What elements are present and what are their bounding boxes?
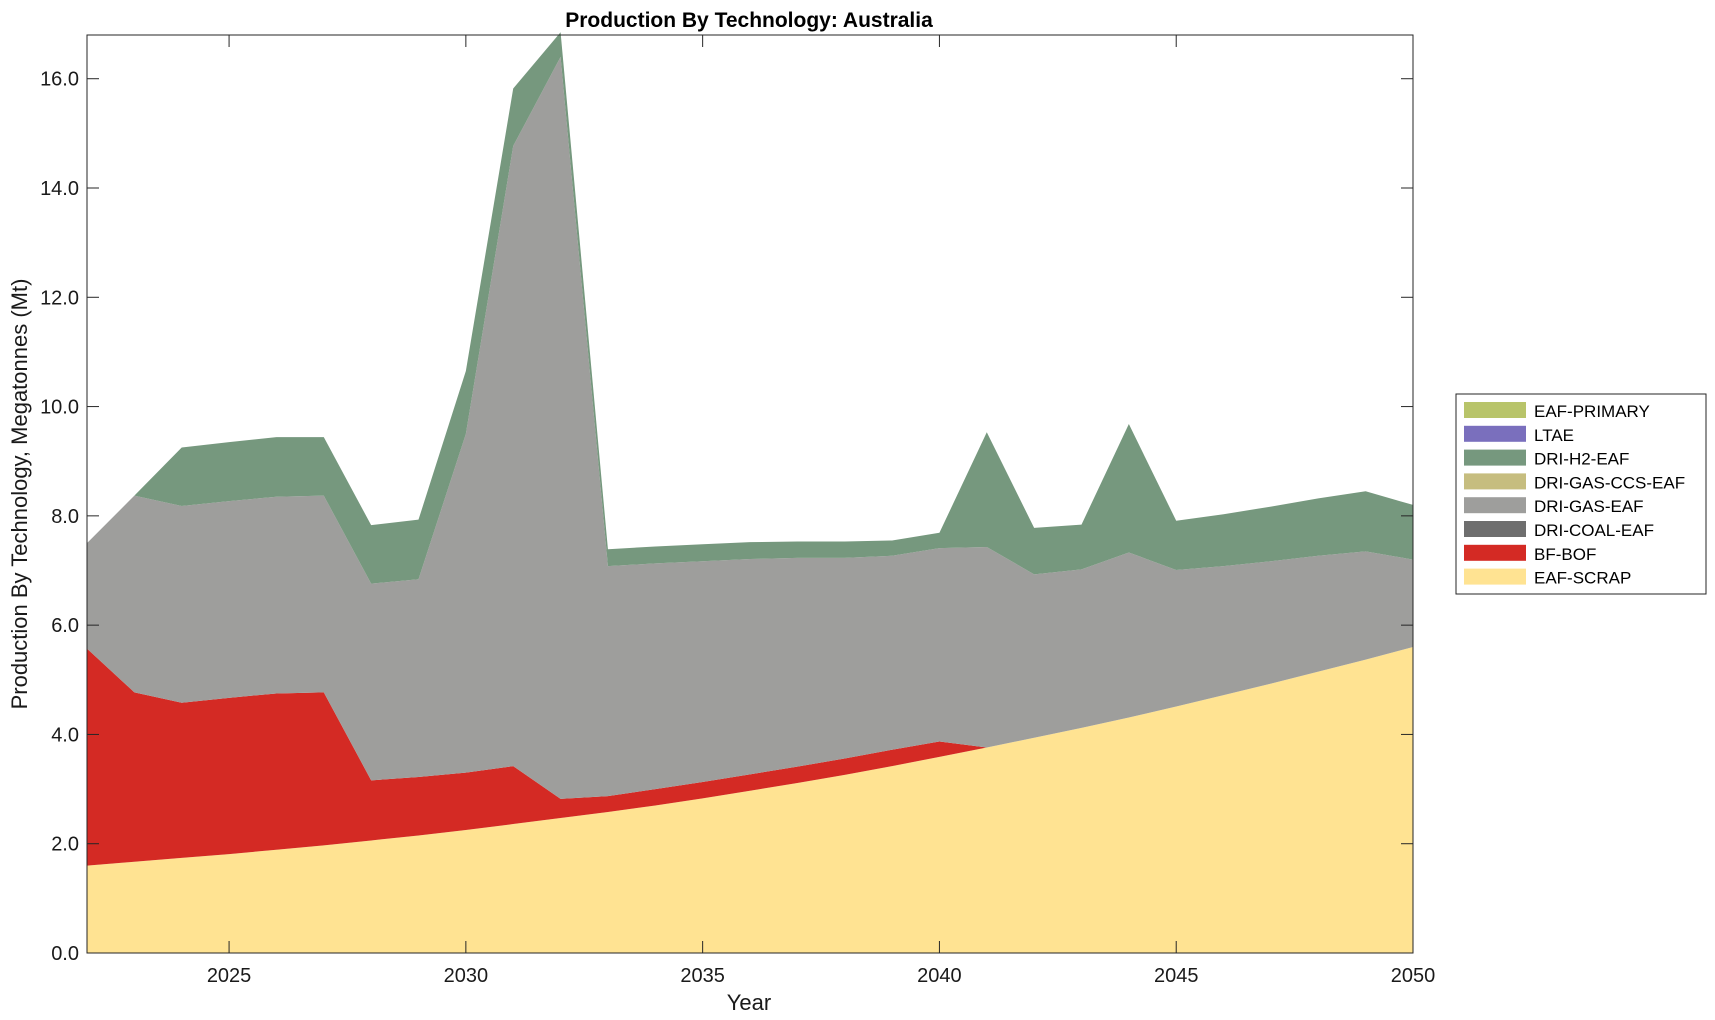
x-tick-label: 2050 (1391, 965, 1436, 987)
y-tick-label: 4.0 (51, 724, 79, 746)
y-tick-label: 12.0 (40, 287, 79, 309)
legend-swatch (1464, 402, 1526, 418)
plot-frame (86, 34, 1414, 954)
plot-area (87, 32, 1413, 953)
x-tick-label: 2045 (1154, 965, 1199, 987)
legend-label: DRI-GAS-CCS-EAF (1534, 473, 1685, 492)
legend-label: LTAE (1534, 426, 1574, 445)
x-axis-title: Year (727, 990, 771, 1015)
chart-title: Production By Technology: Australia (565, 9, 933, 32)
legend-swatch (1464, 568, 1526, 585)
x-tick-label: 2035 (680, 965, 725, 987)
x-tick-label: 2040 (917, 965, 962, 987)
legend: EAF-PRIMARY LTAE DRI-H2-EAF DRI-GAS-CCS-EAF… (1455, 393, 1707, 595)
legend-swatch (1464, 521, 1526, 537)
y-axis-title: Production By Technology, Megatonnes (Mt… (7, 279, 32, 710)
legend-label: DRI-H2-EAF (1534, 450, 1629, 469)
legend-swatch (1464, 497, 1526, 514)
x-tick-label: 2025 (207, 965, 252, 987)
legend-swatch (1464, 449, 1526, 466)
y-tick-label: 10.0 (40, 397, 79, 419)
legend-label: DRI-COAL-EAF (1534, 521, 1654, 540)
legend-swatch (1464, 425, 1526, 442)
area-series-5 (87, 32, 1413, 584)
area-series-1 (87, 647, 1413, 866)
legend-label: BF-BOF (1534, 545, 1596, 564)
y-tick-label: 8.0 (51, 506, 79, 528)
legend-box (1455, 393, 1707, 595)
x-tick-label: 2030 (444, 965, 489, 987)
legend-swatch (1464, 473, 1526, 490)
area-series-0 (87, 647, 1413, 953)
y-tick-label: 6.0 (51, 615, 79, 637)
y-tick-label: 0.0 (51, 943, 79, 965)
y-tick-label: 14.0 (40, 178, 79, 200)
axes: 2025 2030 2035 2040 2045 2050 0.0 2.0 4.0 6.0 8.0 1… (40, 34, 1436, 987)
legend-label: DRI-GAS-EAF (1534, 497, 1644, 516)
legend-label: EAF-SCRAP (1534, 569, 1631, 588)
y-tick-label: 2.0 (51, 834, 79, 856)
legend-label: EAF-PRIMARY (1534, 402, 1650, 421)
y-tick-label: 16.0 (40, 69, 79, 91)
area-series-3 (87, 56, 1413, 799)
legend-swatch (1464, 544, 1526, 561)
